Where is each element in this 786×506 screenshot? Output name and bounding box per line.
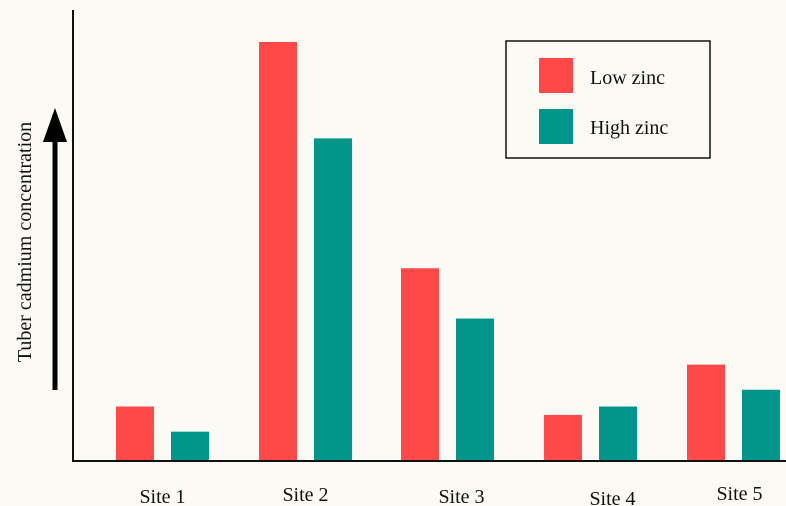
y-axis-arrow [43, 108, 67, 390]
legend-label-low-zinc: Low zinc [590, 67, 665, 89]
x-tick-labels: Site 1 Site 2 Site 3 Site 4 Site 5 [139, 483, 762, 506]
x-tick-label: Site 5 [716, 483, 762, 505]
bar-site-5-high-zinc [742, 389, 780, 461]
bar-site-3-high-zinc [456, 318, 494, 461]
x-tick-label: Site 1 [139, 486, 185, 506]
bar-site-2-low-zinc [259, 42, 297, 461]
legend-box [505, 40, 711, 159]
legend-swatch-low-zinc [539, 58, 573, 93]
bar-site-2-high-zinc [314, 138, 352, 461]
bar-site-5-low-zinc [687, 364, 725, 461]
bar-site-4-low-zinc [544, 414, 582, 461]
legend-label-high-zinc: High zinc [590, 117, 668, 139]
legend: Low zinc High zinc [505, 40, 711, 159]
legend-swatch-high-zinc [539, 109, 573, 144]
bar-site-4-high-zinc [599, 406, 637, 461]
bar-site-1-low-zinc [116, 406, 154, 461]
x-tick-label: Site 2 [282, 484, 328, 506]
x-tick-label: Site 4 [589, 488, 635, 506]
bar-site-3-low-zinc [401, 268, 439, 461]
y-axis-label: Tuber cadmium concentration [14, 122, 36, 362]
bars-group [116, 42, 780, 461]
x-tick-label: Site 3 [438, 486, 484, 506]
bar-site-1-high-zinc [171, 431, 209, 461]
